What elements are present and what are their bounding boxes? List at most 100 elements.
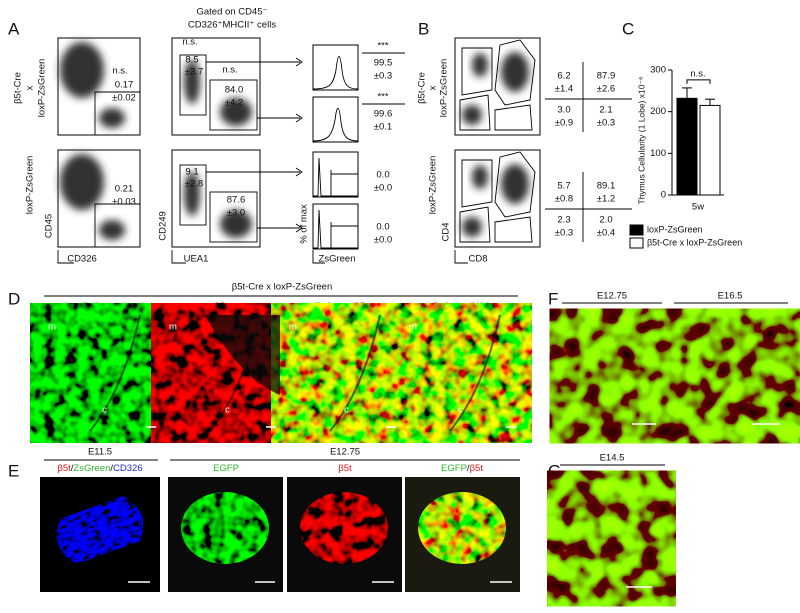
hist-value: 0.0 (376, 222, 389, 233)
label-part: β5t (57, 463, 71, 474)
quadrant-value: 2.3 (557, 215, 570, 226)
hist-value: 99.6 (374, 109, 393, 120)
hist-value: ±0.1 (374, 122, 392, 133)
quadrant-value: ±1.4 (555, 84, 573, 95)
stage-label: E11.5 (88, 447, 112, 458)
axis-arrow (454, 250, 468, 264)
region-label: m (169, 322, 177, 333)
x-tick-label: 5w (692, 202, 704, 213)
histogram-curve (313, 157, 358, 197)
stain-label: β5t/ZsGreen/CD326 (57, 463, 142, 474)
medulla-region (163, 315, 280, 395)
legend-label: loxP-ZsGreen (647, 224, 703, 234)
bar (676, 97, 698, 196)
row-label: β5t-Cre (13, 72, 24, 104)
region-label: c (225, 405, 230, 416)
row-label: x (25, 85, 36, 90)
gate-value: ±4.2 (225, 98, 243, 109)
gate-value: n.s. (222, 65, 237, 76)
y-tick-label: 100 (650, 148, 666, 159)
dot-cloud (60, 154, 104, 210)
quadrant-value: ±0.9 (555, 118, 573, 129)
dot-cloud (220, 98, 252, 126)
arrow (206, 57, 303, 123)
stain-label: EGFP/β5t (441, 463, 483, 474)
stain-label: ZsGreen/K5 (586, 469, 637, 480)
dot-cloud (220, 210, 252, 238)
stain-label: EGFP (213, 463, 239, 474)
legend-label: β5t-Cre x loxP-ZsGreen (647, 237, 742, 247)
quadrant-value: 6.2 (557, 71, 570, 82)
region-label: c (458, 405, 463, 416)
panel-letter: A (8, 19, 20, 38)
micrograph (403, 315, 520, 431)
panel-letter: D (8, 289, 20, 308)
gate (94, 203, 141, 248)
gate-value: ±3.0 (227, 208, 245, 219)
y-axis-label: Thymus Cellularity (1 Lobe) x10⁻⁶ (636, 77, 646, 205)
gate (209, 191, 258, 243)
gate-value: 84.0 (225, 85, 244, 96)
significance: *** (377, 92, 388, 103)
stage-label: E16.5 (718, 291, 743, 302)
stain-label: EGFP/K5 (592, 307, 632, 318)
hist-value: ±0.0 (374, 235, 392, 246)
dot-cloud (462, 105, 482, 125)
stage-label: E12.75 (597, 291, 627, 302)
label-part: EGFP (213, 463, 239, 474)
stain-label: ZsGreen (83, 301, 120, 312)
arrow (206, 167, 303, 233)
stain-label: ZsGreen/β5t (315, 301, 368, 312)
panel-letter: E (8, 461, 19, 480)
quadrant-value: ±0.3 (555, 228, 573, 239)
capsule-edge (89, 314, 501, 432)
axis-label: ZsGreen (319, 254, 356, 265)
histogram-curve (312, 56, 359, 90)
tissue (418, 492, 506, 564)
legend-swatch (629, 224, 644, 236)
stage-label: E12.75 (330, 447, 360, 458)
gate (209, 79, 258, 131)
label-part: ZsGreen (315, 301, 352, 312)
axis-label: CD249 (158, 211, 169, 241)
label-part: / (110, 463, 113, 474)
gate-value: 8.5 (185, 55, 198, 66)
quadrant-value: ±0.4 (597, 228, 615, 239)
row-label: loxP-ZsGreen (37, 59, 48, 118)
histogram-curve (312, 107, 359, 142)
row-label: loxP-ZsGreen (428, 156, 439, 215)
significance: *** (377, 41, 388, 52)
micrograph (283, 315, 400, 431)
quadrant-value: ±0.3 (597, 118, 615, 129)
hist-value: 99.5 (374, 58, 393, 69)
region-label: m (409, 322, 417, 333)
bar-chart: 0 100 200 300 Thymus Cellularity (1 Lobe) x1… (629, 65, 742, 249)
dot-cloud (501, 52, 529, 92)
gate-value: 87.6 (227, 195, 246, 206)
gate (179, 54, 207, 116)
gate-value: n.s. (182, 37, 197, 48)
label-part: β5t (338, 463, 352, 474)
label-part: K5 (620, 307, 632, 318)
dot-cloud (184, 60, 200, 104)
row-label: x (428, 85, 439, 90)
quadrant-value: 2.1 (599, 105, 612, 116)
region-label: c (102, 405, 107, 416)
hist-value: ±0.3 (374, 71, 392, 82)
dot-cloud (60, 42, 104, 98)
quadrant-value: 5.7 (557, 181, 570, 192)
gate-value: ±0.03 (112, 197, 136, 208)
panel-letter: B (418, 19, 429, 38)
dot-cloud (462, 217, 482, 237)
label-part: EGFP (710, 307, 736, 318)
axis-label: CD45 (44, 214, 55, 238)
label-part: / (467, 463, 470, 474)
label-part: β5t (214, 301, 228, 312)
row-label: loxP-ZsGreen (439, 59, 450, 118)
label-part: / (736, 307, 739, 318)
y-tick-label: 200 (650, 106, 666, 117)
label-part: K5 (738, 307, 750, 318)
dot-cloud (99, 108, 125, 128)
annotation: n.s. (690, 68, 705, 79)
